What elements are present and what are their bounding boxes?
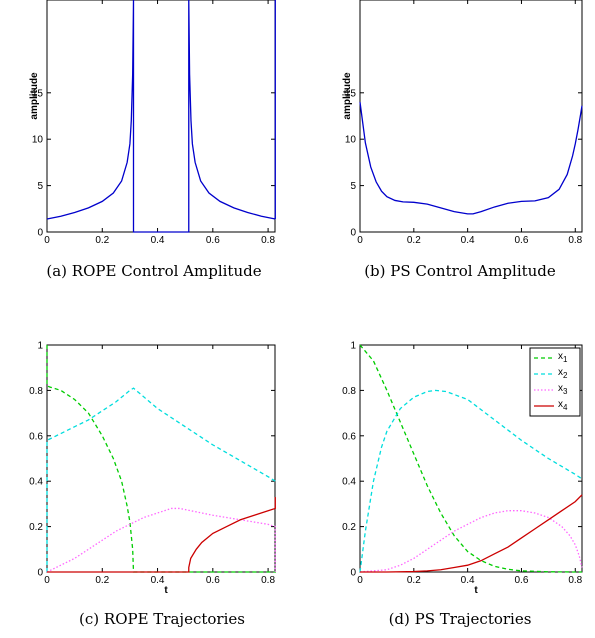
x-tick-label: 0.4 [151, 235, 165, 246]
x-tick-label: 0.6 [206, 575, 220, 586]
y-tick-label: 0.6 [342, 431, 356, 442]
plot-area-frame [359, 344, 583, 573]
x-axis-label: t [164, 585, 168, 596]
x-axis-label: t [474, 585, 478, 596]
plot-area-frame [46, 344, 276, 573]
y-tick-label: 1 [37, 341, 43, 352]
y-tick-label: 10 [32, 135, 44, 146]
y-tick-label: 0.8 [342, 386, 356, 397]
legend-subscript: 2 [563, 371, 568, 380]
x-tick-label: 0.4 [461, 235, 475, 246]
series-line-1 [359, 344, 582, 573]
x-tick-label: 0.6 [515, 235, 529, 246]
panel-caption: (d) PS Trajectories [389, 610, 532, 628]
y-tick-label: 15 [345, 88, 357, 99]
y-axis-label: amplitude [29, 72, 40, 120]
y-tick-label: 0.6 [29, 431, 43, 442]
y-tick-label: 0 [37, 228, 43, 239]
series-line-3 [46, 507, 276, 573]
x-tick-label: 0.8 [568, 575, 582, 586]
legend-label: x1 [558, 351, 568, 364]
x-tick-label: 0 [357, 235, 363, 246]
y-tick-label: 0 [37, 568, 43, 579]
series-line-4 [47, 497, 276, 573]
y-tick-label: 0.2 [342, 522, 356, 533]
x-tick-label: 0.2 [95, 235, 109, 246]
legend: x1 x2 x3 x4 [529, 347, 581, 417]
x-tick-label: 0.8 [568, 235, 582, 246]
x-tick-label: 0 [44, 235, 50, 246]
legend-label: x3 [558, 383, 568, 396]
x-tick-label: 0.2 [407, 235, 421, 246]
x-tick-label: 0.4 [151, 575, 165, 586]
panel-caption: (a) ROPE Control Amplitude [46, 262, 261, 280]
series-line-3 [359, 510, 583, 573]
y-tick-label: 0.4 [29, 477, 43, 488]
legend-subscript: 3 [563, 387, 568, 396]
y-tick-label: 1 [350, 341, 356, 352]
y-tick-label: 0.4 [342, 477, 356, 488]
panel-caption: (b) PS Control Amplitude [364, 262, 556, 280]
legend-subscript: 1 [563, 355, 568, 364]
y-axis-label: amplitude [342, 72, 353, 120]
x-tick-label: 0.2 [407, 575, 421, 586]
series-line-2 [46, 387, 276, 572]
series-line-1 [46, 345, 276, 573]
series-line-1 [359, 101, 583, 215]
plot-area-frame [359, 0, 583, 233]
y-tick-label: 0 [350, 568, 356, 579]
panel-c: 0 0.2 0.4 0.6 0.8 0 0.2 0.4 0.6 0.8 1 t (c) ROPE Tra… [29, 341, 276, 628]
legend-box [529, 347, 581, 417]
y-tick-label: 10 [345, 135, 357, 146]
legend-label: x2 [558, 367, 568, 380]
legend-subscript: 4 [563, 403, 568, 412]
series-line-4 [360, 494, 583, 573]
x-tick-label: 0.6 [515, 575, 529, 586]
y-tick-label: 0.2 [29, 522, 43, 533]
y-tick-label: 0.8 [29, 386, 43, 397]
x-tick-label: 0.2 [95, 575, 109, 586]
x-tick-label: 0.6 [206, 235, 220, 246]
plot-area-frame [46, 0, 276, 233]
x-tick-label: 0.8 [261, 235, 275, 246]
legend-label: x4 [558, 399, 568, 412]
x-tick-label: 0 [44, 575, 50, 586]
y-tick-label: 0 [350, 228, 356, 239]
series-line-1 [46, 0, 276, 233]
y-tick-label: 5 [37, 181, 43, 192]
series-line-2 [359, 389, 583, 573]
x-tick-label: 0.4 [461, 575, 475, 586]
panel-d: 0 0.2 0.4 0.6 0.8 0 0.2 0.4 0.6 0.8 1 t x1 x2 x3 x4 (d) … [342, 341, 583, 629]
panel-caption: (c) ROPE Trajectories [79, 610, 245, 628]
y-tick-label: 15 [32, 88, 44, 99]
y-tick-label: 5 [350, 181, 356, 192]
x-tick-label: 0 [357, 575, 363, 586]
x-tick-label: 0.8 [261, 575, 275, 586]
